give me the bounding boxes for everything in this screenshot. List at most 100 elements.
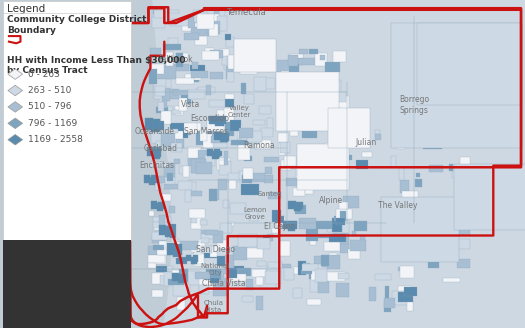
Bar: [151, 175, 157, 183]
Bar: [192, 62, 198, 69]
Bar: [254, 77, 266, 91]
Bar: [223, 52, 227, 65]
Bar: [417, 121, 434, 134]
Bar: [268, 192, 281, 199]
Bar: [375, 134, 381, 140]
Bar: [335, 172, 345, 177]
Bar: [151, 201, 157, 209]
Bar: [195, 272, 209, 279]
Bar: [256, 296, 263, 310]
Bar: [260, 277, 276, 288]
Bar: [325, 62, 340, 72]
Bar: [206, 10, 219, 14]
Bar: [147, 147, 154, 156]
Bar: [206, 85, 211, 95]
Bar: [161, 111, 171, 124]
Bar: [218, 179, 227, 190]
Bar: [253, 120, 265, 125]
Bar: [149, 246, 160, 255]
Bar: [184, 33, 199, 40]
Bar: [239, 171, 249, 180]
Bar: [279, 143, 285, 154]
Bar: [327, 272, 345, 281]
Text: The Valley: The Valley: [379, 200, 418, 210]
Bar: [241, 184, 259, 195]
Bar: [282, 221, 290, 229]
Bar: [309, 268, 315, 279]
Bar: [231, 274, 246, 281]
Bar: [289, 114, 304, 128]
Bar: [184, 123, 197, 133]
Bar: [385, 286, 390, 299]
Bar: [148, 255, 165, 263]
Bar: [190, 191, 202, 196]
Bar: [198, 150, 207, 159]
Bar: [208, 100, 225, 107]
Bar: [170, 224, 176, 238]
Bar: [173, 245, 181, 257]
Bar: [205, 10, 214, 16]
Bar: [319, 162, 334, 171]
Bar: [234, 266, 245, 274]
Text: Community College District: Community College District: [7, 15, 146, 24]
Bar: [240, 83, 246, 94]
Bar: [429, 165, 443, 172]
Bar: [234, 39, 276, 72]
Bar: [259, 106, 271, 114]
Bar: [280, 142, 290, 153]
Bar: [225, 94, 234, 99]
Bar: [264, 156, 279, 162]
Bar: [209, 50, 223, 58]
Bar: [416, 173, 420, 177]
Text: Borrego
Springs: Borrego Springs: [399, 95, 429, 115]
Bar: [225, 34, 231, 40]
Bar: [206, 149, 214, 156]
Bar: [275, 216, 284, 223]
Bar: [153, 222, 167, 228]
Bar: [176, 257, 186, 264]
Bar: [290, 126, 298, 135]
Bar: [3, 240, 131, 328]
Bar: [153, 245, 164, 250]
Bar: [375, 130, 380, 134]
Bar: [153, 217, 171, 221]
Bar: [415, 178, 422, 187]
Bar: [267, 266, 280, 277]
Bar: [289, 64, 299, 73]
Bar: [332, 217, 342, 232]
Bar: [307, 299, 321, 305]
Bar: [154, 226, 172, 230]
Bar: [169, 129, 179, 133]
Bar: [310, 241, 316, 245]
Text: Legend: Legend: [7, 4, 45, 14]
Bar: [233, 246, 247, 259]
Bar: [248, 54, 258, 66]
Bar: [281, 160, 291, 170]
Bar: [301, 155, 315, 167]
Text: Valley
Center: Valley Center: [228, 105, 251, 118]
Text: 263 - 510: 263 - 510: [28, 86, 71, 95]
Bar: [154, 79, 166, 89]
Bar: [336, 209, 352, 218]
Bar: [314, 256, 322, 264]
Bar: [191, 71, 207, 78]
Bar: [185, 74, 202, 80]
Bar: [423, 242, 429, 248]
Bar: [302, 264, 319, 271]
Bar: [209, 189, 219, 199]
Polygon shape: [8, 69, 23, 79]
Bar: [179, 269, 187, 282]
Bar: [256, 277, 262, 285]
Bar: [244, 156, 252, 161]
Text: Temecula: Temecula: [226, 8, 266, 17]
Bar: [279, 80, 297, 93]
Bar: [188, 91, 205, 99]
Bar: [338, 274, 349, 279]
Bar: [303, 106, 308, 116]
Bar: [318, 278, 329, 293]
Bar: [209, 12, 219, 26]
Bar: [173, 284, 191, 296]
Bar: [229, 268, 237, 278]
Bar: [257, 261, 266, 266]
Text: Oceanside: Oceanside: [134, 127, 174, 136]
